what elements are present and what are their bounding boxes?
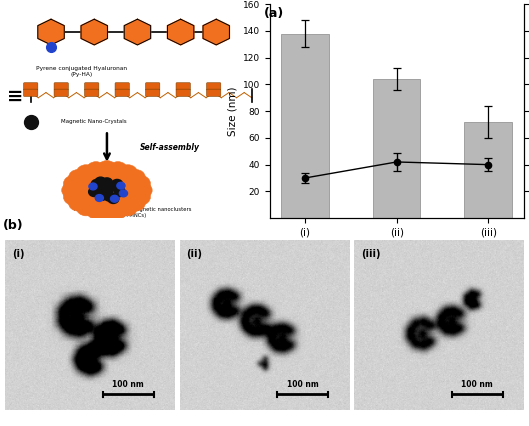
Circle shape: [126, 170, 145, 186]
Text: 100 nm: 100 nm: [112, 380, 144, 389]
FancyBboxPatch shape: [24, 83, 38, 90]
Circle shape: [90, 170, 106, 184]
Circle shape: [63, 189, 83, 205]
Text: 100 nm: 100 nm: [461, 380, 493, 389]
Circle shape: [76, 165, 96, 181]
Circle shape: [102, 198, 118, 212]
Circle shape: [80, 193, 97, 207]
Circle shape: [75, 180, 92, 194]
Text: (ii): (ii): [187, 249, 203, 259]
Bar: [464, 122, 512, 218]
Circle shape: [117, 182, 125, 189]
FancyBboxPatch shape: [54, 89, 68, 96]
FancyBboxPatch shape: [115, 83, 129, 90]
FancyBboxPatch shape: [145, 83, 160, 90]
Circle shape: [80, 174, 97, 187]
Circle shape: [63, 176, 83, 192]
Polygon shape: [168, 19, 194, 45]
Text: Magnetic Nano-Crystals: Magnetic Nano-Crystals: [61, 119, 127, 124]
Text: Pyrene conjugated Hyaluronan
(Py-HA): Pyrene conjugated Hyaluronan (Py-HA): [36, 66, 127, 77]
Circle shape: [131, 176, 150, 192]
Circle shape: [95, 195, 103, 201]
Bar: [373, 79, 421, 218]
FancyBboxPatch shape: [176, 89, 190, 96]
FancyBboxPatch shape: [115, 89, 129, 96]
Circle shape: [86, 203, 106, 219]
FancyBboxPatch shape: [206, 89, 221, 96]
Circle shape: [90, 197, 106, 211]
Circle shape: [104, 192, 115, 201]
FancyBboxPatch shape: [24, 89, 38, 96]
Circle shape: [108, 162, 127, 178]
FancyBboxPatch shape: [206, 83, 221, 90]
FancyBboxPatch shape: [85, 83, 99, 90]
Circle shape: [97, 161, 116, 177]
FancyBboxPatch shape: [176, 83, 190, 90]
Polygon shape: [203, 19, 230, 45]
Y-axis label: Size (nm): Size (nm): [227, 86, 237, 136]
Circle shape: [102, 178, 113, 187]
Circle shape: [89, 187, 100, 196]
Text: 100 nm: 100 nm: [287, 380, 318, 389]
Circle shape: [75, 187, 92, 201]
Circle shape: [112, 179, 123, 189]
Circle shape: [62, 182, 81, 199]
Circle shape: [120, 190, 127, 197]
Circle shape: [89, 183, 97, 190]
Text: Self-assembly: Self-assembly: [140, 143, 200, 152]
Circle shape: [68, 195, 88, 211]
Circle shape: [133, 182, 152, 199]
Polygon shape: [124, 19, 151, 45]
Circle shape: [111, 196, 118, 202]
Circle shape: [114, 187, 125, 196]
Circle shape: [86, 162, 106, 178]
Circle shape: [102, 186, 113, 195]
Circle shape: [95, 177, 106, 187]
Circle shape: [102, 169, 118, 183]
FancyBboxPatch shape: [54, 83, 68, 90]
FancyBboxPatch shape: [85, 89, 99, 96]
Polygon shape: [38, 19, 64, 45]
Circle shape: [91, 179, 103, 189]
Circle shape: [113, 171, 129, 185]
Bar: [281, 34, 329, 218]
Circle shape: [123, 183, 139, 197]
Circle shape: [68, 170, 88, 186]
Circle shape: [94, 182, 105, 192]
Circle shape: [108, 203, 127, 219]
Circle shape: [118, 200, 138, 216]
Circle shape: [97, 204, 116, 220]
FancyBboxPatch shape: [145, 89, 160, 96]
Circle shape: [109, 182, 120, 191]
Text: (i): (i): [12, 249, 24, 259]
Circle shape: [96, 191, 107, 200]
Text: (iii): (iii): [361, 249, 380, 259]
Circle shape: [113, 196, 129, 209]
Circle shape: [118, 165, 138, 181]
Circle shape: [108, 194, 119, 204]
Text: (a): (a): [264, 7, 284, 20]
Text: Hyaluronan modified magnetic nanoclusters
(HA-MNCs): Hyaluronan modified magnetic nanocluster…: [74, 207, 191, 218]
Text: (b): (b): [3, 219, 23, 233]
Circle shape: [76, 200, 96, 216]
Circle shape: [126, 195, 145, 211]
Circle shape: [120, 190, 136, 204]
Polygon shape: [81, 19, 107, 45]
Circle shape: [120, 177, 136, 190]
Circle shape: [131, 189, 150, 205]
Text: ≡: ≡: [7, 87, 24, 106]
